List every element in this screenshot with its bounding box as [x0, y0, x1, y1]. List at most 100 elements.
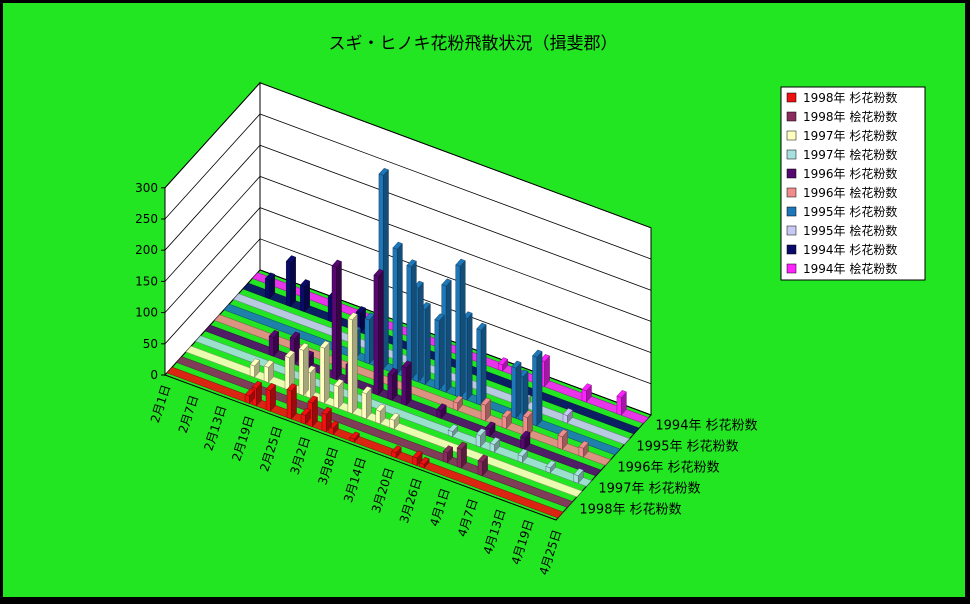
bar	[327, 296, 333, 323]
bar	[489, 442, 495, 453]
gridline	[164, 175, 652, 322]
bar	[347, 318, 353, 414]
bar	[249, 364, 255, 378]
legend-swatch	[786, 168, 797, 179]
bar-side	[459, 260, 466, 399]
legend-label: 1996年 桧花粉数	[803, 185, 897, 200]
bar	[480, 403, 486, 422]
bar	[319, 346, 325, 404]
legend-label: 1994年 杉花粉数	[803, 242, 897, 257]
legend-swatch	[786, 130, 797, 141]
bar-side	[424, 303, 431, 386]
bar	[455, 264, 461, 398]
bar	[300, 284, 305, 312]
bar	[434, 319, 440, 390]
depth-tick-label: 1996年 杉花粉数	[617, 459, 719, 475]
bar	[364, 318, 370, 365]
legend-label: 1998年 桧花粉数	[803, 109, 897, 124]
bar	[581, 389, 587, 403]
y-axis-ticks: 0 50 100 150 200 250 300	[135, 181, 165, 382]
bar	[361, 391, 367, 420]
bar	[456, 447, 462, 469]
y-tick-label: 100	[135, 306, 158, 320]
gridline	[164, 207, 652, 353]
y-tick-label: 150	[135, 274, 158, 288]
bar	[545, 466, 551, 474]
bar	[389, 418, 395, 430]
bar	[286, 261, 291, 307]
bar-side	[336, 260, 342, 381]
bar	[436, 409, 442, 419]
bar	[333, 384, 339, 409]
depth-tick-label: 1997年 杉花粉数	[598, 480, 700, 496]
depth-tick-label: 1998年 杉花粉数	[579, 501, 681, 517]
legend-swatch	[786, 263, 797, 274]
legend-label: 1994年 桧花粉数	[803, 261, 897, 276]
bar	[557, 435, 563, 450]
bar	[265, 388, 271, 412]
legend-swatch	[786, 225, 797, 236]
gridline	[164, 113, 652, 260]
bar	[616, 395, 622, 416]
bar	[263, 365, 269, 383]
legend-swatch	[786, 206, 797, 217]
y-tick-label: 50	[143, 337, 158, 351]
bar	[412, 456, 418, 466]
bar	[517, 454, 523, 463]
bar-side	[515, 361, 522, 419]
bar	[375, 409, 381, 425]
y-tick-label: 250	[135, 212, 158, 226]
bar	[498, 363, 503, 372]
bar	[268, 335, 274, 357]
legend-swatch	[786, 92, 797, 103]
bar-group	[166, 167, 650, 519]
chart-title: スギ・ヒノキ花粉飛散状況（揖斐郡）	[329, 34, 618, 54]
bar	[331, 265, 337, 380]
bar-side	[397, 243, 403, 375]
y-tick-label: 200	[135, 243, 158, 257]
bar	[475, 434, 481, 448]
bar	[511, 366, 517, 419]
bar	[562, 413, 568, 424]
bar-side	[417, 282, 424, 383]
bar-side	[383, 169, 389, 370]
bar-side	[352, 313, 358, 415]
y-tick-label: 0	[150, 368, 158, 382]
bar-side	[324, 341, 330, 404]
legend-label: 1998年 杉花粉数	[803, 90, 897, 105]
bar	[244, 394, 250, 404]
bar	[373, 274, 379, 396]
bar	[298, 348, 304, 396]
chart-walls	[164, 81, 652, 416]
bar	[286, 389, 292, 420]
bar-side	[303, 344, 309, 397]
legend-box	[780, 86, 926, 281]
bar-side	[411, 260, 417, 380]
bar	[448, 429, 453, 437]
bar-side	[290, 256, 296, 308]
bar	[265, 278, 270, 300]
legend-label: 1995年 杉花粉数	[803, 204, 897, 219]
bar	[392, 247, 398, 375]
bar-side	[466, 312, 473, 401]
bar	[477, 460, 483, 477]
bar	[485, 427, 491, 437]
bar-side	[480, 324, 487, 406]
gridline	[164, 144, 652, 291]
legend-swatch	[786, 149, 797, 160]
bar-side	[405, 361, 412, 407]
legend-swatch	[786, 187, 797, 198]
bar	[520, 436, 525, 450]
legend-label: 1995年 桧花粉数	[803, 223, 897, 238]
bar	[321, 412, 327, 433]
bar	[300, 413, 306, 425]
bar-side	[445, 279, 452, 393]
depth-tick-label: 1994年 杉花粉数	[655, 417, 757, 433]
bar	[573, 474, 579, 484]
legend-swatch	[786, 111, 797, 122]
gridline	[164, 238, 652, 385]
legend-label: 1997年 桧花粉数	[803, 147, 897, 162]
depth-axis-ticks: 1994年 杉花粉数 1995年 杉花粉数 1996年 杉花粉数 1997年 杉花粉数…	[579, 417, 757, 517]
legend-swatch	[786, 244, 797, 255]
